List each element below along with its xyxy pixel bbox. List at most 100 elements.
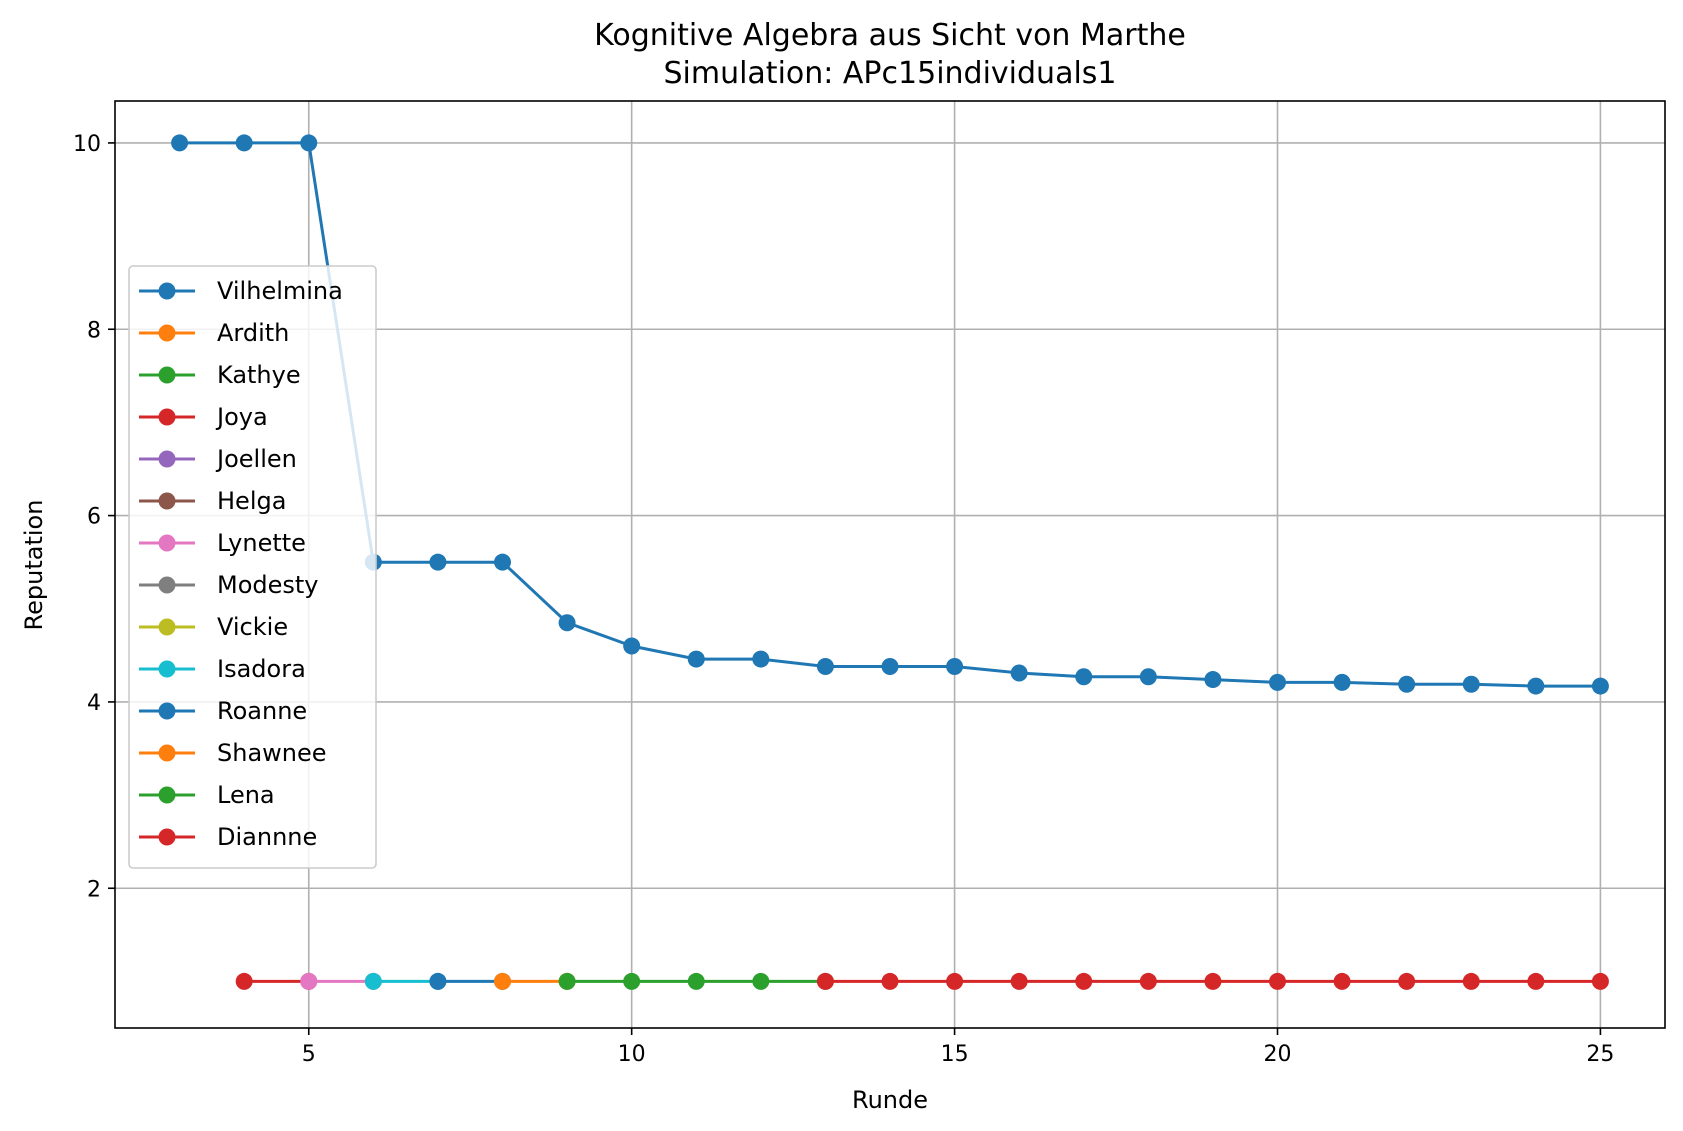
data-point xyxy=(752,972,770,990)
y-tick-label: 6 xyxy=(87,505,101,530)
data-point xyxy=(1462,972,1480,990)
legend-marker xyxy=(158,786,176,804)
y-tick-label: 2 xyxy=(87,877,101,902)
data-point xyxy=(1591,972,1609,990)
legend-label: Vickie xyxy=(217,613,288,641)
legend-marker xyxy=(158,576,176,594)
legend-item: Lena xyxy=(139,781,275,809)
series-vilhelmina xyxy=(171,134,1609,695)
ticks: 5 10 15 20 25 2 4 6 8 10 xyxy=(73,132,1614,1067)
series-diannne xyxy=(816,972,1609,990)
legend-item: Joya xyxy=(139,403,268,431)
legend-marker xyxy=(158,744,176,762)
legend-label: Isadora xyxy=(217,655,306,683)
legend-marker xyxy=(158,618,176,636)
legend-item: Vickie xyxy=(139,613,288,641)
data-point xyxy=(171,134,189,152)
data-point xyxy=(881,658,899,676)
data-point xyxy=(1139,972,1157,990)
data-point xyxy=(687,650,705,668)
x-tick-label: 20 xyxy=(1264,1042,1292,1067)
chart-subtitle: Simulation: APc15individuals1 xyxy=(663,56,1116,91)
data-point xyxy=(1010,664,1028,682)
data-point xyxy=(1010,972,1028,990)
legend-item: Vilhelmina xyxy=(139,277,343,305)
legend-marker xyxy=(158,660,176,678)
legend-item: Shawnee xyxy=(139,739,327,767)
x-axis-label: Runde xyxy=(852,1086,928,1114)
data-point xyxy=(1204,972,1222,990)
data-point xyxy=(235,972,253,990)
data-point xyxy=(494,972,511,990)
data-point xyxy=(429,553,447,571)
legend-item: Lynette xyxy=(139,529,306,557)
series-layer xyxy=(171,134,1609,990)
data-point xyxy=(1527,677,1545,695)
legend-label: Helga xyxy=(217,487,286,515)
y-tick-label: 10 xyxy=(73,132,101,157)
data-point xyxy=(1075,668,1093,686)
x-tick-label: 15 xyxy=(941,1042,969,1067)
data-point xyxy=(623,972,641,990)
data-point xyxy=(1204,671,1222,689)
y-axis-label: Reputation xyxy=(20,500,48,631)
legend-marker xyxy=(158,702,176,720)
legend: Vilhelmina Ardith Kathye Joya Joellen Helga Ly… xyxy=(128,265,377,869)
data-point xyxy=(235,134,253,152)
y-tick-label: 8 xyxy=(87,318,101,343)
data-point xyxy=(300,134,318,152)
data-point xyxy=(1139,668,1157,686)
legend-item: Kathye xyxy=(139,361,301,389)
x-tick-label: 5 xyxy=(302,1042,316,1067)
plot-frame xyxy=(114,100,1666,1029)
legend-marker xyxy=(158,366,176,384)
data-point xyxy=(1527,972,1545,990)
legend-item: Helga xyxy=(139,487,286,515)
legend-item: Roanne xyxy=(139,697,307,725)
legend-label: Roanne xyxy=(217,697,307,725)
legend-item: Isadora xyxy=(139,655,306,683)
data-point xyxy=(558,972,576,990)
legend-marker xyxy=(158,828,176,846)
data-point xyxy=(623,637,641,655)
legend-marker xyxy=(158,492,176,510)
legend-label: Modesty xyxy=(217,571,319,599)
data-point xyxy=(1591,677,1609,695)
x-tick-label: 25 xyxy=(1586,1042,1614,1067)
data-point xyxy=(1333,673,1351,691)
legend-label: Shawnee xyxy=(217,739,327,767)
data-point xyxy=(1269,972,1286,990)
data-point xyxy=(1075,972,1093,990)
data-point xyxy=(364,972,382,990)
legend-item: Modesty xyxy=(139,571,319,599)
legend-label: Joellen xyxy=(215,445,297,473)
legend-label: Ardith xyxy=(217,319,289,347)
legend-label: Kathye xyxy=(217,361,301,389)
data-point xyxy=(946,972,964,990)
legend-item: Diannne xyxy=(139,823,317,851)
legend-label: Joya xyxy=(215,403,268,431)
data-point xyxy=(1269,673,1286,691)
data-point xyxy=(1333,972,1351,990)
y-tick-label: 4 xyxy=(87,691,101,716)
legend-marker xyxy=(158,324,176,342)
data-point xyxy=(494,553,511,571)
legend-label: Vilhelmina xyxy=(217,277,343,305)
legend-box xyxy=(128,265,377,869)
data-point xyxy=(816,658,834,676)
data-point xyxy=(300,972,318,990)
data-point xyxy=(946,658,964,676)
data-point xyxy=(816,972,834,990)
data-point xyxy=(1462,675,1480,693)
legend-marker xyxy=(158,450,176,468)
x-tick-label: 10 xyxy=(618,1042,646,1067)
legend-label: Diannne xyxy=(217,823,317,851)
legend-label: Lynette xyxy=(217,529,306,557)
data-point xyxy=(1398,972,1416,990)
legend-label: Lena xyxy=(217,781,275,809)
legend-marker xyxy=(158,534,176,552)
data-point xyxy=(1398,675,1416,693)
legend-marker xyxy=(158,282,176,300)
